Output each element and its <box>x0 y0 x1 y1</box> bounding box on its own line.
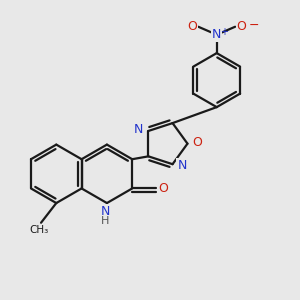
Text: +: + <box>220 27 228 37</box>
Text: H: H <box>101 215 110 226</box>
Text: N: N <box>100 206 110 218</box>
Text: −: − <box>248 19 259 32</box>
Text: O: O <box>158 182 168 195</box>
Text: N: N <box>134 123 144 136</box>
Text: CH₃: CH₃ <box>30 225 49 235</box>
Text: O: O <box>237 20 246 33</box>
Text: O: O <box>192 136 202 148</box>
Text: N: N <box>177 159 187 172</box>
Text: N: N <box>212 28 221 41</box>
Text: O: O <box>187 20 197 33</box>
